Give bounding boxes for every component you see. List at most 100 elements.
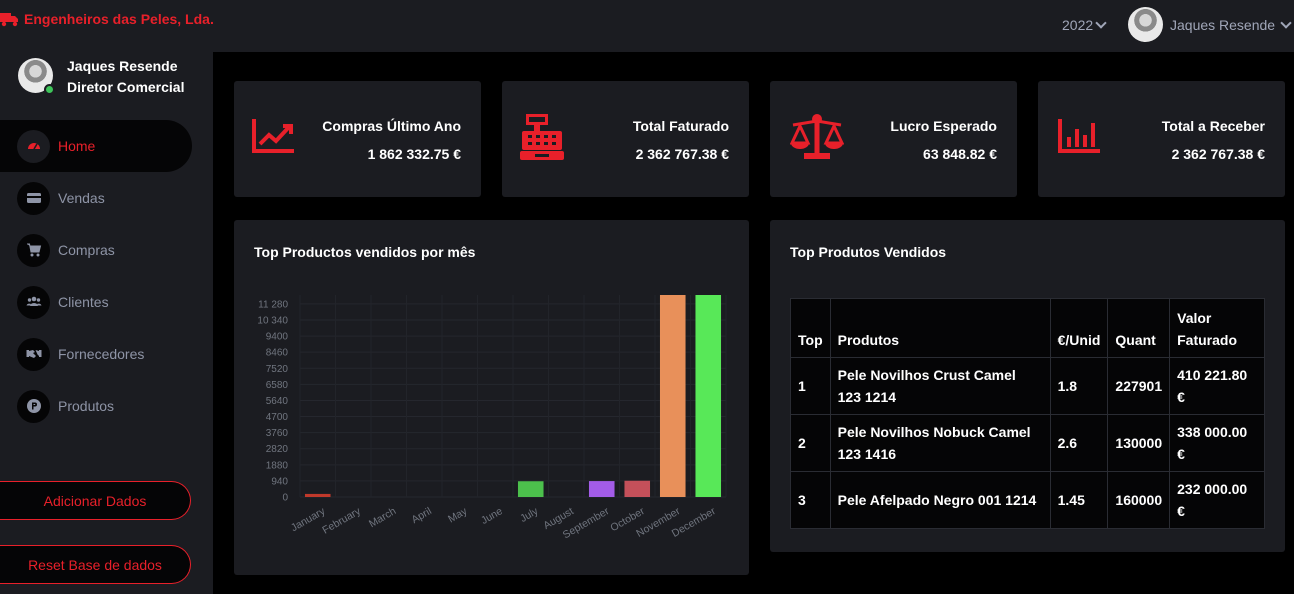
x-tick-label: May (446, 505, 470, 526)
sidebar-item-compras[interactable]: Compras (0, 224, 192, 276)
table-row[interactable]: 2 Pele Novilhos Nobuck Camel 123 1416 2.… (790, 414, 1265, 472)
x-tick-label: April (410, 505, 434, 526)
stat-card-compras: Compras Último Ano 1 862 332.75 € (234, 81, 481, 197)
y-tick-label: 6580 (266, 380, 289, 391)
product-icon (17, 389, 50, 423)
x-tick-label: June (479, 505, 505, 527)
stat-card-lucro: Lucro Esperado 63 848.82 € (770, 81, 1017, 197)
sidebar-item-produtos[interactable]: Produtos (0, 380, 192, 432)
column-header: Quant (1107, 298, 1171, 358)
y-tick-label: 4700 (266, 412, 289, 423)
bar-december[interactable] (695, 295, 722, 497)
user-menu[interactable]: Jaques Resende (1128, 7, 1292, 42)
table-cell: 3 (790, 471, 831, 529)
stat-value: 63 848.82 € (923, 146, 997, 162)
sidebar-item-label: Clientes (58, 294, 109, 310)
bar-october[interactable] (624, 480, 651, 497)
stat-card-receber: Total a Receber 2 362 767.38 € (1038, 81, 1285, 197)
chevron-down-icon (1095, 17, 1107, 29)
brand-name: Engenheiros das Peles, Lda. (24, 11, 214, 27)
profile-role: Diretor Comercial (67, 79, 185, 95)
column-header: Produtos (829, 298, 1051, 358)
table-cell: 1.45 (1049, 471, 1109, 529)
trend-chart-icon (252, 119, 294, 153)
y-tick-label: 11 280 (258, 299, 288, 310)
y-tick-label: 3760 (266, 428, 289, 439)
brand[interactable]: Engenheiros das Peles, Lda. (0, 10, 214, 28)
table-cell: Pele Afelpado Negro 001 1214 (829, 471, 1051, 529)
table-cell: Pele Novilhos Nobuck Camel 123 1416 (829, 414, 1051, 472)
sidebar-item-label: Home (58, 138, 96, 154)
table-row[interactable]: 3 Pele Afelpado Negro 001 1214 1.45 1600… (790, 471, 1265, 529)
stat-card-faturado: Total Faturado 2 362 767.38 € (502, 81, 749, 197)
sidebar-item-vendas[interactable]: Vendas (0, 172, 192, 224)
y-tick-label: 7520 (266, 364, 289, 375)
stat-value: 1 862 332.75 € (367, 146, 461, 162)
y-tick-label: 940 (271, 476, 288, 487)
top-bar: Engenheiros das Peles, Lda. 2022 Jaques … (0, 0, 1294, 52)
bar-september[interactable] (588, 481, 615, 497)
table-title: Top Produtos Vendidos (790, 244, 947, 260)
dashboard-icon (17, 129, 50, 163)
credit-card-icon (17, 181, 50, 215)
stat-label: Lucro Esperado (890, 118, 997, 134)
sidebar-item-clientes[interactable]: Clientes (0, 276, 192, 328)
y-tick-label: 2820 (266, 444, 289, 455)
stat-value: 2 362 767.38 € (635, 146, 729, 162)
bar-november[interactable] (659, 295, 686, 497)
profile: Jaques Resende Diretor Comercial (18, 56, 184, 98)
reset-database-button[interactable]: Reset Base de dados (0, 545, 191, 584)
table-cell: 2.6 (1049, 414, 1109, 472)
balance-scale-icon (790, 114, 844, 159)
handshake-icon (17, 337, 50, 371)
add-data-button[interactable]: Adicionar Dados (0, 481, 191, 520)
sidebar-item-home[interactable]: Home (0, 120, 192, 172)
table-cell: 227901 (1107, 357, 1171, 415)
monthly-sales-chart: 0 940 1880 2820 3760 4700 5640 6580 7520 8460 9400… (257, 295, 727, 541)
column-header: Top (790, 298, 831, 358)
stat-label: Total a Receber (1161, 118, 1265, 134)
sidebar-item-label: Compras (58, 242, 115, 258)
table-row[interactable]: 1 Pele Novilhos Crust Camel 123 1214 1.8… (790, 357, 1265, 415)
table-header-row: Top Produtos €/Unid Quant Valor Faturado (790, 298, 1265, 358)
users-icon (17, 285, 50, 319)
y-tick-label: 10 340 (257, 315, 288, 326)
cart-icon (17, 233, 50, 267)
y-tick-label: 8460 (266, 348, 289, 359)
truck-icon (0, 13, 18, 27)
top-products-table: Top Produtos €/Unid Quant Valor Faturado… (790, 298, 1265, 529)
chevron-down-icon (1280, 16, 1292, 29)
table-cell: 410 221.80 € (1169, 357, 1265, 415)
chart-title: Top Productos vendidos por mês (254, 244, 476, 260)
stat-label: Compras Último Ano (322, 118, 461, 134)
year-selector[interactable]: 2022 (1062, 17, 1107, 33)
profile-avatar (18, 58, 55, 95)
sidebar-item-label: Vendas (58, 190, 105, 206)
y-tick-label: 9400 (266, 332, 289, 343)
y-tick-label: 1880 (266, 460, 289, 471)
x-tick-label: March (367, 505, 398, 530)
table-cell: 232 000.00 € (1169, 471, 1265, 529)
table-cell: 1.8 (1049, 357, 1109, 415)
sidebar-item-label: Fornecedores (58, 346, 145, 362)
table-cell: 130000 (1107, 414, 1171, 472)
year-label: 2022 (1062, 17, 1094, 33)
sidebar: Jaques Resende Diretor Comercial Home Ve… (0, 52, 213, 594)
bar-chart-icon (1058, 119, 1100, 153)
table-cell: Pele Novilhos Crust Camel 123 1214 (829, 357, 1051, 415)
y-tick-label: 5640 (266, 396, 289, 407)
online-status-icon (44, 84, 55, 95)
x-tick-label: July (518, 505, 541, 525)
user-name: Jaques Resende (1170, 16, 1276, 33)
profile-name: Jaques Resende (67, 58, 178, 74)
bar-january[interactable] (304, 493, 331, 497)
avatar (1128, 7, 1163, 42)
sidebar-item-label: Produtos (58, 398, 115, 414)
table-cell: 338 000.00 € (1169, 414, 1265, 472)
y-tick-label: 0 (282, 493, 288, 504)
table-cell: 1 (790, 357, 831, 415)
sidebar-item-fornecedores[interactable]: Fornecedores (0, 328, 192, 380)
sidebar-nav: Home Vendas Compras Clientes Fornecedore… (0, 120, 213, 432)
bar-july[interactable] (517, 481, 544, 497)
table-cell: 2 (790, 414, 831, 472)
